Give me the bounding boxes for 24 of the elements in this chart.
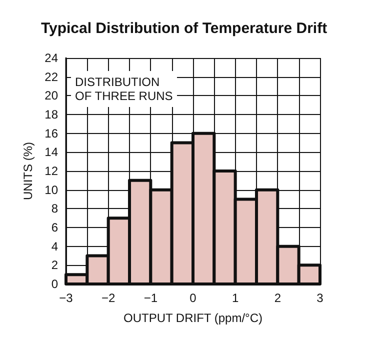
y-tick-label: 12 xyxy=(44,164,58,178)
x-tick-label: 0 xyxy=(190,291,197,305)
x-axis-title: OUTPUT DRIFT (ppm/°C) xyxy=(123,311,263,325)
y-tick-label: 14 xyxy=(44,145,58,160)
y-tick-label: 0 xyxy=(51,277,58,291)
y-tick-label: 8 xyxy=(51,202,58,216)
y-tick-label: 6 xyxy=(51,220,58,234)
chart-title: Typical Distribution of Temperature Drift xyxy=(40,20,328,37)
y-tick-label: 20 xyxy=(44,88,58,103)
x-tick-label: −1 xyxy=(144,291,158,305)
y-tick-label: 22 xyxy=(44,70,58,84)
x-tick-label: −3 xyxy=(59,291,74,305)
x-tick-label: 1 xyxy=(232,291,239,305)
x-tick-label: 2 xyxy=(274,291,282,305)
y-tick-label: 10 xyxy=(44,182,58,197)
y-tick-label: 24 xyxy=(44,51,58,65)
x-tick-label: 3 xyxy=(316,291,324,305)
y-tick-label: 18 xyxy=(44,108,58,122)
y-tick-label: 16 xyxy=(44,126,58,140)
x-tick-label: −2 xyxy=(101,291,116,305)
y-tick-label: 2 xyxy=(51,258,58,272)
y-tick-label: 4 xyxy=(51,239,58,254)
annotation: DISTRIBUTION OF THREE RUNS xyxy=(75,75,173,103)
y-axis-title: UNITS (%) xyxy=(20,142,35,200)
